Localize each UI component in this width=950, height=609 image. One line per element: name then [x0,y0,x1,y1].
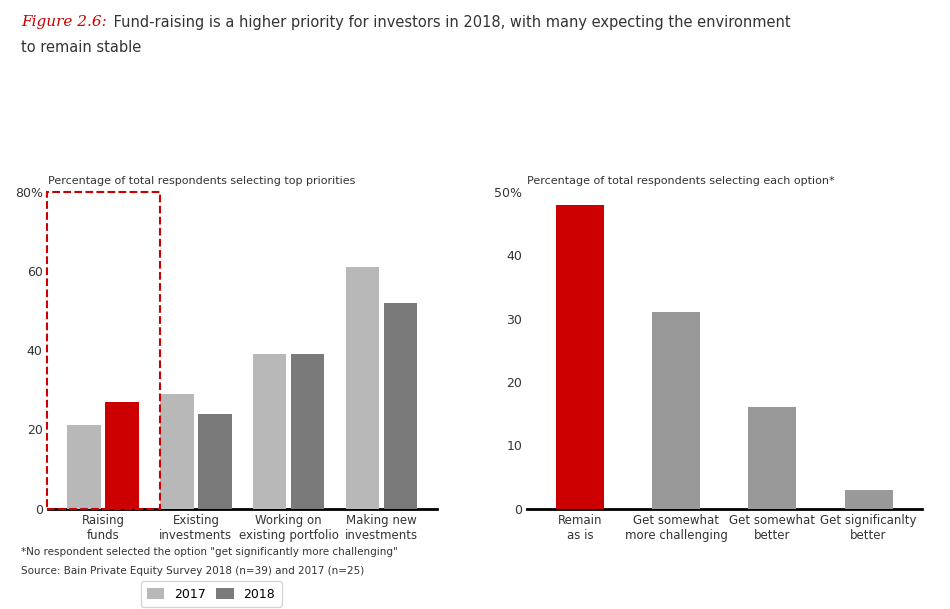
Text: Percentage of total respondents selecting each option*: Percentage of total respondents selectin… [527,176,835,186]
Bar [845,490,893,509]
Text: to remain stable: to remain stable [21,40,142,55]
Bar [384,303,417,509]
Bar [67,425,101,509]
Text: How do you expect
the fund-raising environment in India to change in 2018?: How do you expect the fund-raising envir… [510,123,939,154]
Bar [749,407,796,509]
Bar [346,267,379,509]
Bar [47,192,160,509]
Text: Source: Bain Private Equity Survey 2018 (n=39) and 2017 (n=25): Source: Bain Private Equity Survey 2018 … [21,566,364,576]
Bar [556,205,604,509]
Bar [653,312,700,509]
Bar [161,394,194,509]
Legend: 2017, 2018: 2017, 2018 [141,581,281,607]
Text: Fund-raising is a higher priority for investors in 2018, with many expecting the: Fund-raising is a higher priority for in… [109,15,790,30]
Text: Percentage of total respondents selecting top priorities: Percentage of total respondents selectin… [48,176,355,186]
Text: Figure 2.6:: Figure 2.6: [21,15,106,29]
Bar [105,402,139,509]
Bar [253,354,286,509]
Text: What will be the top priorities of your fund in 2018 vs. 2017?: What will be the top priorities of your … [13,132,471,145]
Bar [199,414,232,509]
Bar [291,354,324,509]
Text: *No respondent selected the option "get significantly more challenging": *No respondent selected the option "get … [21,547,398,557]
